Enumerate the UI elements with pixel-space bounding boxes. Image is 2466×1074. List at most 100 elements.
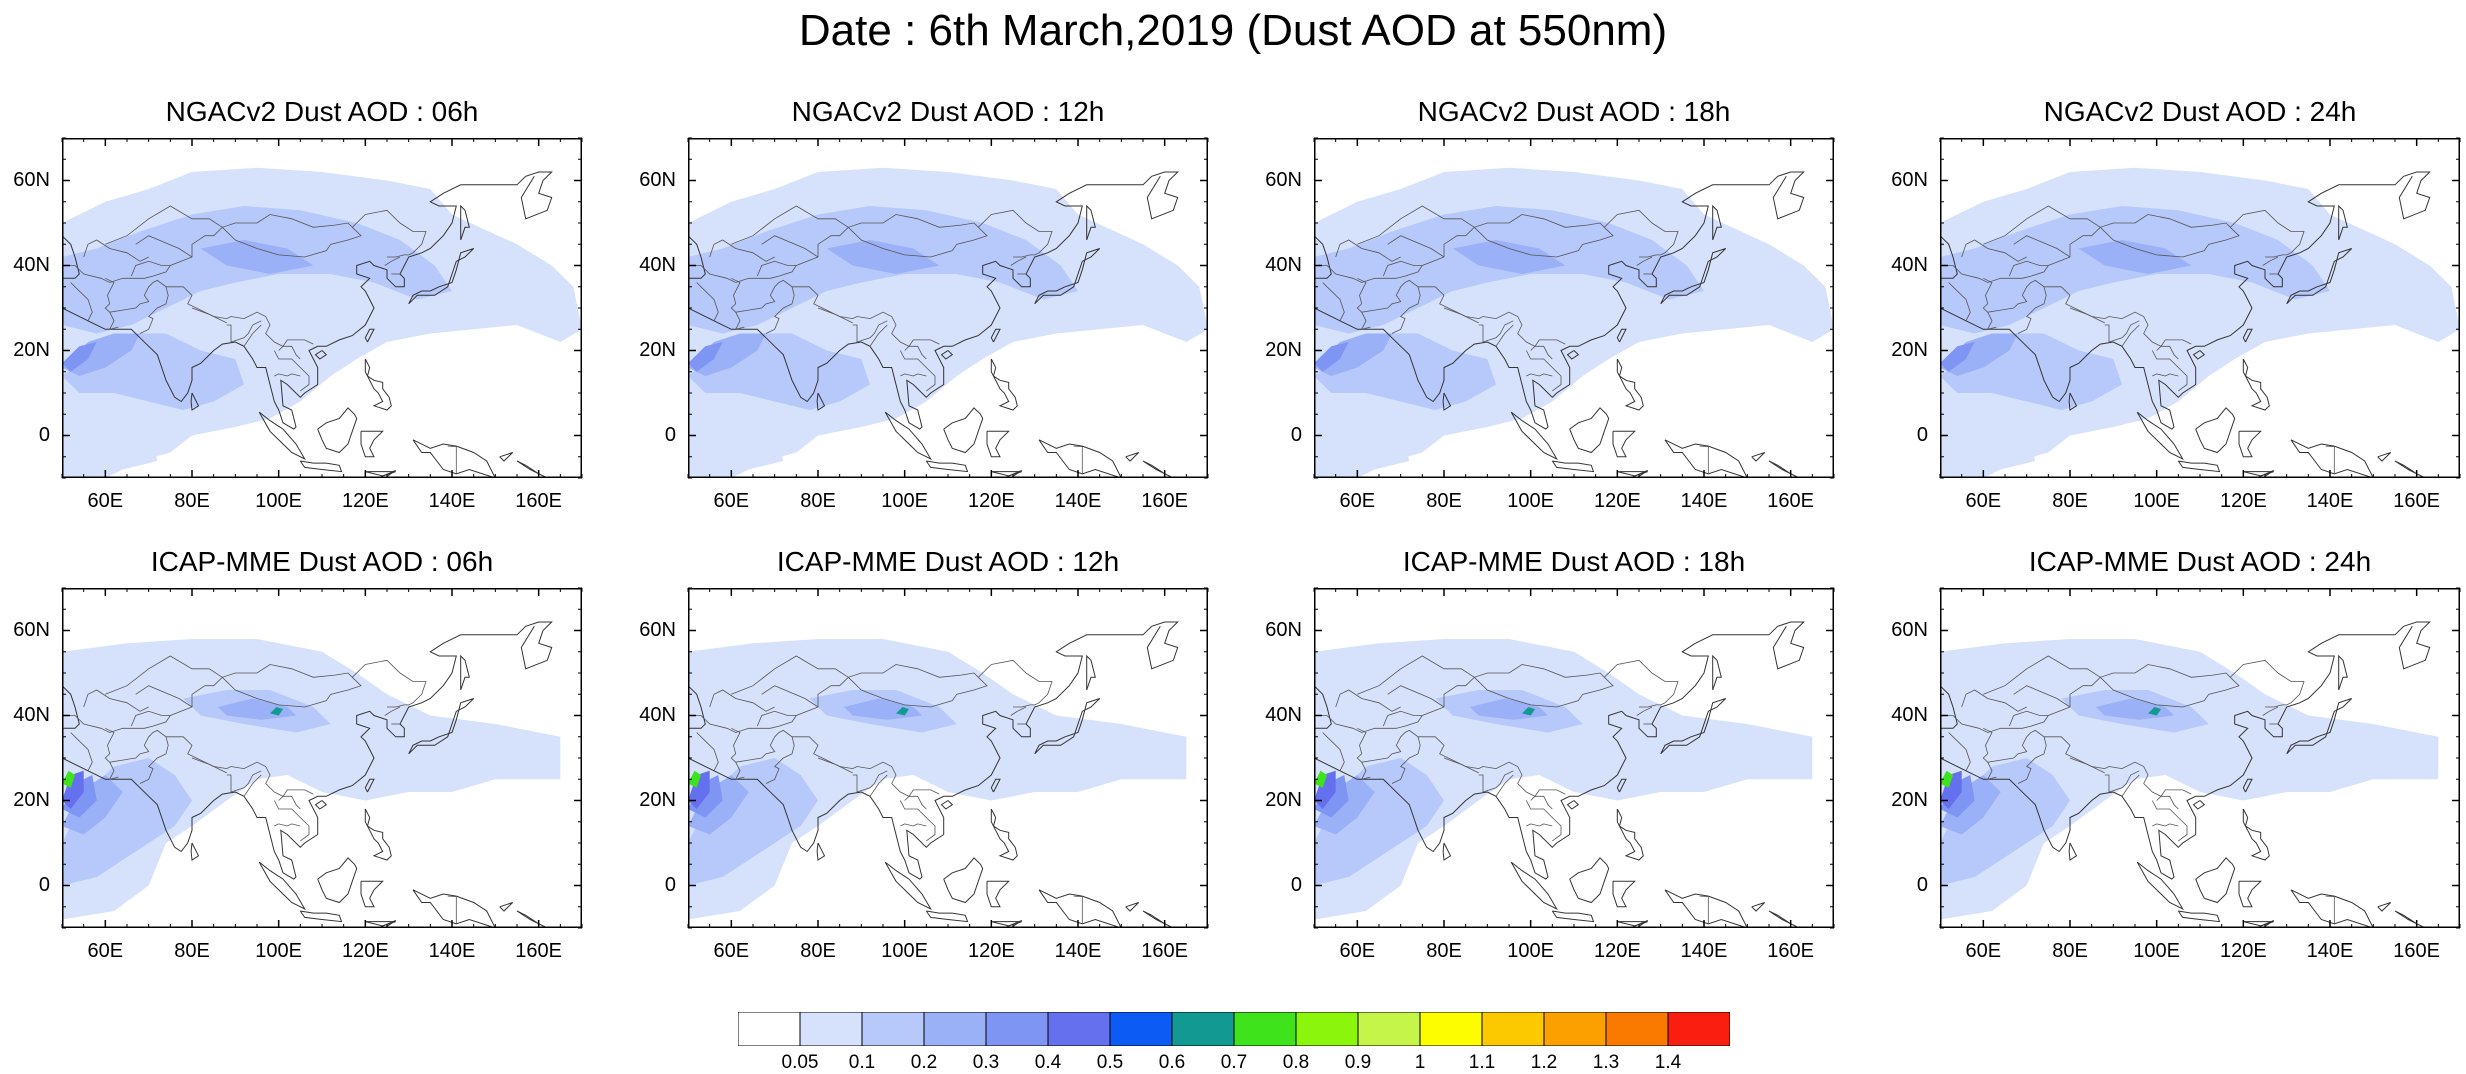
lat-tick-label: 40N [639, 703, 676, 726]
coastline [2290, 439, 2374, 478]
coastline [2377, 902, 2392, 912]
coastline [1510, 411, 1558, 461]
dust-plume-area [696, 376, 784, 470]
coastline [1940, 621, 2431, 880]
colorbar-swatch [1605, 1012, 1669, 1046]
colorbar-swatch [1233, 1012, 1297, 1046]
coastline [1569, 857, 1610, 904]
country-border [2151, 350, 2188, 392]
coastline [2192, 350, 2206, 360]
colorbar-swatch [1047, 1012, 1111, 1046]
coastline [62, 621, 553, 880]
country-border [756, 260, 797, 277]
coastline [1125, 902, 1140, 912]
coastline [1612, 430, 1636, 458]
country-border [2069, 307, 2105, 324]
country-border [62, 659, 427, 733]
country-border [1530, 795, 1553, 810]
coastline [1712, 204, 1722, 241]
coastline [2242, 808, 2270, 861]
country-border [387, 704, 409, 708]
country-border [226, 770, 262, 793]
lon-tick-label: 140E [1680, 940, 1728, 962]
coastline [2192, 800, 2206, 810]
country-border [1982, 277, 1993, 313]
lon-tick-label: 120E [2219, 940, 2267, 962]
country-border [2008, 260, 2049, 277]
coastline [1566, 800, 1580, 810]
coastline [408, 927, 424, 928]
colorbar-tick-label: 0.7 [1220, 1052, 1248, 1073]
coastline [816, 842, 826, 861]
country-border [1983, 655, 2101, 695]
dust-plume-area [1452, 240, 1566, 274]
panel-title: ICAP-MME Dust AOD : 12h [776, 546, 1120, 577]
dust-plume-area [2148, 707, 2161, 716]
coastline [1660, 477, 1676, 478]
coastline [1442, 842, 1452, 861]
lon-tick-label: 80E [2052, 490, 2088, 512]
country-border [904, 795, 927, 810]
coastline [1125, 452, 1140, 462]
country-border [899, 800, 936, 842]
lat-tick-label: 40N [1891, 703, 1928, 726]
lon-tick-label: 60E [1339, 940, 1376, 962]
dust-plume-area [62, 333, 140, 376]
coastline [1940, 171, 2431, 430]
lat-tick-label: 40N [1265, 703, 1302, 726]
coastline [516, 910, 548, 928]
country-border [817, 757, 853, 774]
country-border [191, 757, 227, 774]
lon-tick-label: 80E [174, 490, 210, 512]
country-border [70, 732, 93, 771]
dust-aod-map [687, 137, 1209, 479]
country-border [709, 689, 775, 712]
coastline [190, 842, 200, 861]
coastline [360, 430, 384, 458]
coastline [2290, 889, 2374, 928]
country-border [278, 345, 301, 360]
country-border [2008, 710, 2049, 727]
country-border [1474, 677, 1614, 708]
coastline [62, 235, 80, 279]
country-border [1357, 205, 1475, 245]
dust-plume-area [1940, 342, 1975, 372]
country-border [1418, 736, 1566, 797]
lon-tick-label: 140E [1054, 490, 1102, 512]
map-panel: NGACv2 Dust AOD : 24h 60N 40N 20N 0 60E 80E 100… [1891, 96, 2461, 512]
country-border [1961, 689, 2027, 712]
lon-tick-label: 120E [1593, 940, 1641, 962]
lon-tick-label: 140E [428, 490, 476, 512]
colorbar-tick-label: 0.9 [1344, 1052, 1372, 1073]
lat-tick-label: 40N [1265, 253, 1302, 276]
coastline [2242, 778, 2253, 793]
panel-title: ICAP-MME Dust AOD : 06h [150, 546, 494, 577]
coastline [1086, 654, 1096, 691]
coastline [925, 910, 969, 923]
coastline [990, 358, 1018, 411]
coastline [1768, 910, 1800, 928]
dust-plume-area [1948, 376, 2036, 470]
country-border [696, 282, 719, 321]
coastline [365, 921, 396, 927]
lon-tick-label: 140E [428, 940, 476, 962]
figure-title: Date : 6th March,2019 (Dust AOD at 550nm… [798, 6, 1668, 55]
lon-tick-label: 160E [1141, 940, 1189, 962]
country-border [191, 307, 227, 324]
coastline [1712, 654, 1722, 691]
lon-tick-label: 60E [1965, 940, 2002, 962]
colorbar-tick-label: 1.2 [1530, 1052, 1558, 1073]
country-border [1495, 774, 1514, 797]
country-border [384, 706, 401, 716]
country-border [70, 282, 93, 321]
country-border [387, 254, 409, 258]
colorbar-swatch [923, 1012, 987, 1046]
coastline [2338, 654, 2348, 691]
coastline [1314, 171, 1805, 430]
coastline [1751, 902, 1766, 912]
coastline [1664, 439, 1748, 478]
country-border [761, 685, 819, 708]
lat-tick-label: 0 [1916, 423, 1928, 446]
country-border [1478, 770, 1514, 793]
country-border [1418, 286, 1566, 347]
